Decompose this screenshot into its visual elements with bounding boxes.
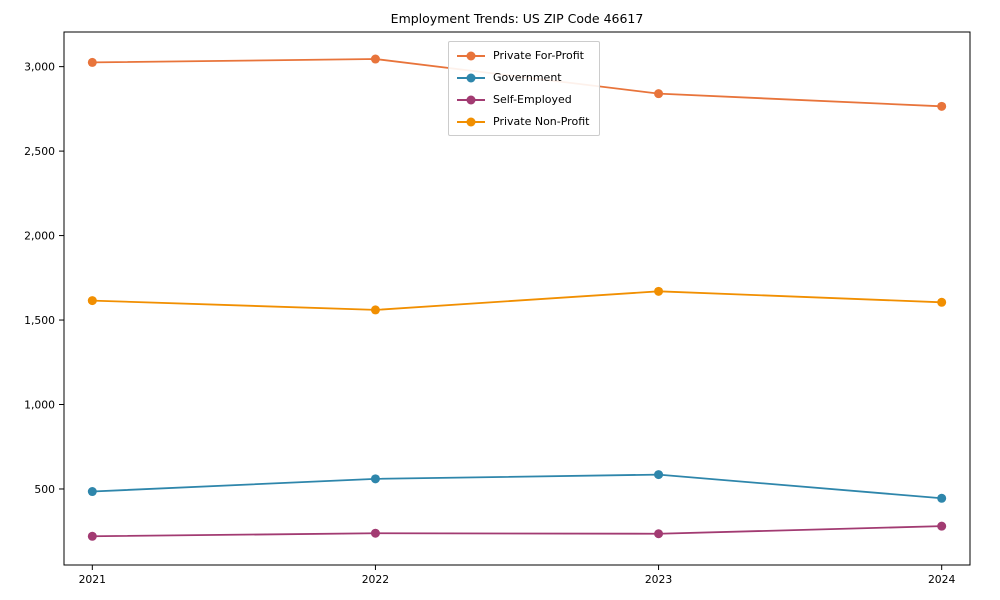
y-axis-tick-label: 2,000 xyxy=(24,229,55,242)
data-point-government-2022 xyxy=(370,474,380,484)
y-axis-tick-label: 1,000 xyxy=(24,398,55,411)
data-point-private-for-profit-2024 xyxy=(937,101,947,111)
y-axis-tick-label: 1,500 xyxy=(24,314,55,327)
data-point-private-non-profit-2022 xyxy=(370,305,380,315)
data-point-government-2024 xyxy=(937,493,947,503)
y-axis-tick-label: 3,000 xyxy=(24,60,55,73)
data-point-private-for-profit-2021 xyxy=(87,57,97,67)
x-axis-tick-label: 2023 xyxy=(645,573,672,586)
legend-line-marker-icon xyxy=(457,51,485,60)
legend-line-marker-icon xyxy=(457,117,485,126)
data-point-private-non-profit-2024 xyxy=(937,297,947,307)
legend-item-self-employed: Self-Employed xyxy=(457,92,589,107)
data-point-government-2023 xyxy=(654,470,664,480)
data-point-private-for-profit-2022 xyxy=(370,54,380,64)
plot-border xyxy=(63,31,971,566)
legend-dot-icon xyxy=(466,117,476,126)
legend-item-private-non-profit: Private Non-Profit xyxy=(457,114,589,129)
y-axis-tick-label: 2,500 xyxy=(24,145,55,158)
chart-title: Employment Trends: US ZIP Code 46617 xyxy=(390,11,644,26)
data-point-private-non-profit-2023 xyxy=(654,286,664,296)
legend-item-government: Government xyxy=(457,70,589,85)
legend-dot-icon xyxy=(466,73,476,82)
legend-label: Private For-Profit xyxy=(493,49,584,62)
legend-label: Private Non-Profit xyxy=(493,115,590,128)
legend-item-private-for-profit: Private For-Profit xyxy=(457,48,589,63)
data-point-self-employed-2023 xyxy=(654,529,664,539)
legend-label: Self-Employed xyxy=(493,93,572,106)
series-line-private-non-profit xyxy=(92,290,942,311)
series-line-government xyxy=(92,473,942,500)
legend-line-marker-icon xyxy=(457,73,485,82)
x-axis-tick-label: 2022 xyxy=(362,573,389,586)
data-point-government-2021 xyxy=(87,487,97,497)
chart-legend: Private For-Profit Government Self-Employe… xyxy=(448,41,601,136)
legend-dot-icon xyxy=(466,51,476,60)
data-point-self-employed-2021 xyxy=(87,531,97,541)
series-line-self-employed xyxy=(92,525,942,538)
y-axis-tick-label: 500 xyxy=(34,483,55,496)
data-point-self-employed-2022 xyxy=(370,528,380,538)
legend-dot-icon xyxy=(466,95,476,104)
legend-line-marker-icon xyxy=(457,95,485,104)
data-point-private-for-profit-2023 xyxy=(654,89,664,99)
x-axis-tick-label: 2024 xyxy=(928,573,956,586)
data-point-self-employed-2024 xyxy=(937,521,947,531)
x-axis-tick-label: 2021 xyxy=(79,573,106,586)
legend-label: Government xyxy=(493,71,562,84)
data-point-private-non-profit-2021 xyxy=(87,296,97,306)
